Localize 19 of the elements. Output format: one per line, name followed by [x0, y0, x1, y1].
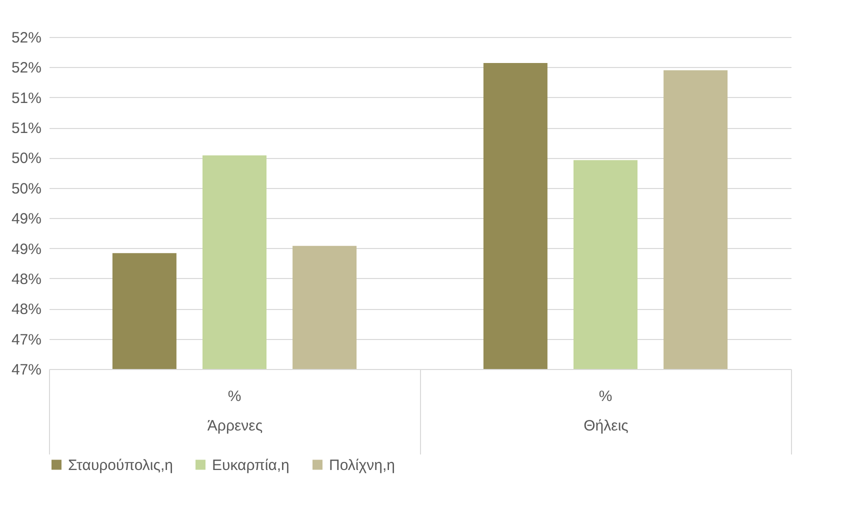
y-tick-label: 47% — [11, 331, 42, 348]
y-tick-label: 51% — [11, 120, 42, 138]
x-tick-label: Άρρενες — [207, 418, 263, 434]
y-tick-label: 50% — [11, 150, 42, 168]
text: % — [228, 388, 242, 405]
y-tick-label: 48% — [11, 301, 42, 318]
y-tick-label: 48% — [11, 270, 42, 288]
y-tick-label: 49% — [11, 210, 42, 228]
y-tick-label: 51% — [11, 90, 42, 107]
y-tick-label: 50% — [11, 180, 42, 198]
y-tick-label: 52% — [11, 60, 42, 77]
y-tick-label: 49% — [11, 240, 42, 258]
text: % — [598, 388, 612, 405]
legend-label: Ευκαρπία,η — [212, 456, 290, 474]
legend-label: Σταυρούπολις,η — [68, 456, 173, 474]
x-tick-label: Θήλεις — [584, 418, 628, 434]
legend-label: Πολίχνη,η — [329, 456, 395, 474]
y-tick-label: 47% — [11, 362, 42, 378]
y-tick-label: 52% — [11, 30, 42, 46]
